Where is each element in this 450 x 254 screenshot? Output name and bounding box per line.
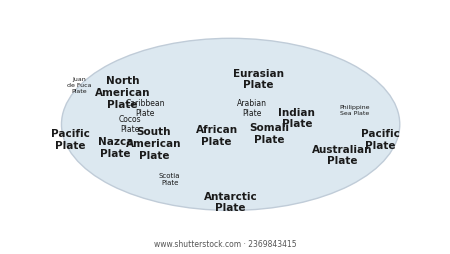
Text: African
Plate: African Plate (196, 125, 238, 147)
Text: Eurasian
Plate: Eurasian Plate (233, 69, 284, 90)
Text: Pacific
Plate: Pacific Plate (51, 129, 90, 151)
Text: Cocos
Plate: Cocos Plate (118, 115, 141, 134)
Text: www.shutterstock.com · 2369843415: www.shutterstock.com · 2369843415 (154, 240, 296, 249)
Text: Caribbean
Plate: Caribbean Plate (126, 99, 165, 118)
Text: Indian
Plate: Indian Plate (279, 108, 315, 129)
Text: Juan
de Fuca
Plate: Juan de Fuca Plate (67, 77, 91, 93)
Ellipse shape (62, 38, 400, 210)
Text: Scotia
Plate: Scotia Plate (159, 173, 180, 186)
Text: Nazca
Plate: Nazca Plate (98, 137, 133, 159)
Text: South
American
Plate: South American Plate (126, 127, 182, 161)
Text: Arabian
Plate: Arabian Plate (237, 99, 266, 118)
Text: Philippine
Sea Plate: Philippine Sea Plate (339, 105, 370, 116)
Text: Antarctic
Plate: Antarctic Plate (204, 192, 257, 213)
Text: Somali
Plate: Somali Plate (249, 123, 289, 145)
Text: Pacific
Plate: Pacific Plate (361, 129, 400, 151)
Text: North
American
Plate: North American Plate (95, 76, 150, 110)
Text: Australian
Plate: Australian Plate (312, 145, 373, 166)
